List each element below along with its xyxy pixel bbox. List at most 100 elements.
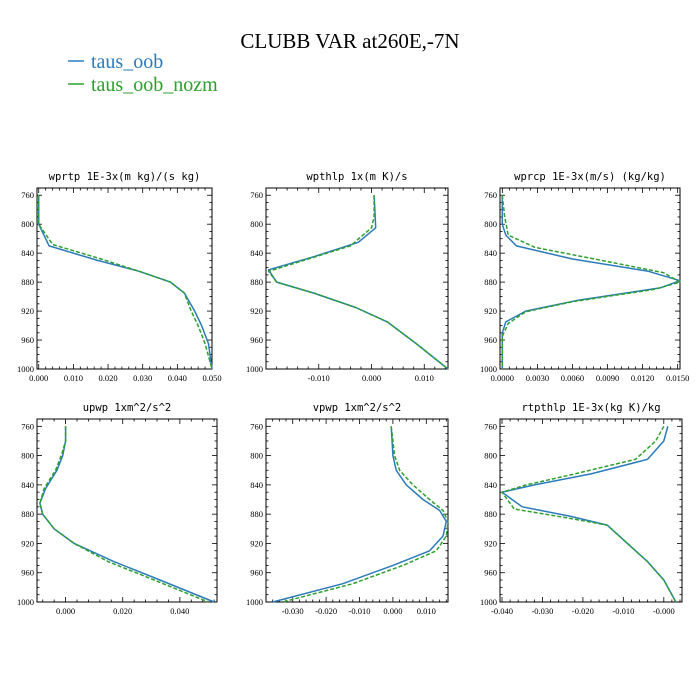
y-tick-label: 920	[484, 538, 497, 548]
plot-frame	[265, 187, 449, 370]
y-tick-label: 760	[484, 190, 497, 200]
y-tick-label: 960	[21, 335, 34, 345]
x-tick-label: 0.050	[202, 373, 221, 383]
subplot-3: wprcp 1E-3x(m/s) (kg/kg) 760 800 840 880 920 9…	[480, 171, 689, 383]
y-tick-label: 880	[484, 509, 497, 519]
subplot-2: wpthlp 1x(m K)/s 760 800 840 880 920 960 1000 -0…	[246, 171, 449, 383]
subplot-title: vpwp 1xm^2/s^2	[313, 402, 402, 414]
x-tick-label: 0.010	[417, 606, 436, 616]
y-tick-label: 960	[250, 335, 263, 345]
y-tick-label: 840	[250, 248, 263, 258]
subplot-title: wprcp 1E-3x(m/s) (kg/kg)	[514, 171, 666, 183]
subplot-panels: wprtp 1E-3x(m kg)/(s kg) 760 800 840 880 920 9…	[17, 171, 689, 616]
x-tick-label: 0.010	[415, 373, 434, 383]
x-tick-label: 0.020	[98, 373, 117, 383]
y-tick-label: 1000	[246, 364, 263, 374]
series-line-taus-oob-nozm	[282, 426, 449, 603]
subplot-title: rtpthlp 1E-3x(kg K)/kg	[521, 402, 660, 414]
x-tick-label: 0.0150	[666, 373, 689, 383]
x-tick-label: -0.010	[612, 606, 634, 616]
y-tick-label: 800	[21, 451, 34, 461]
x-tick-label: 0.000	[56, 606, 75, 616]
figure-title: CLUBB VAR at260E,-7N	[240, 29, 459, 53]
y-tick-label: 920	[21, 306, 34, 316]
x-tick-label: 0.040	[170, 606, 189, 616]
legend-label-taus-oob-nozm: taus_oob_nozm	[91, 74, 218, 96]
x-tick-label: -0.030	[282, 606, 304, 616]
y-tick-label: 800	[250, 451, 263, 461]
y-tick-label: 760	[21, 190, 34, 200]
y-tick-label: 800	[250, 219, 263, 229]
series-line-taus-oob	[267, 195, 449, 370]
y-tick-label: 760	[250, 421, 263, 431]
plot-frame	[265, 418, 449, 603]
series-line-taus-oob	[37, 195, 213, 370]
x-tick-label: 0.000	[383, 606, 402, 616]
subplot-1: wprtp 1E-3x(m kg)/(s kg) 760 800 840 880 920 9…	[17, 171, 222, 383]
plot-frame	[499, 187, 681, 370]
y-tick-label: 920	[250, 538, 263, 548]
plot-frame	[499, 418, 683, 603]
series-line-taus-oob	[272, 426, 448, 603]
series-line-taus-oob	[501, 195, 681, 369]
series-line-taus-oob-nozm	[37, 195, 213, 370]
figure-legend: taus_oob taus_oob_nozm	[68, 51, 218, 96]
y-tick-label: 960	[21, 568, 34, 578]
y-tick-label: 1000	[246, 597, 263, 607]
x-tick-label: -0.020	[572, 606, 594, 616]
series-line-taus-oob-nozm	[267, 195, 449, 370]
y-tick-label: 960	[484, 568, 497, 578]
x-tick-label: 0.040	[168, 373, 187, 383]
y-tick-label: 920	[484, 306, 497, 316]
y-tick-label: 800	[484, 219, 497, 229]
y-tick-label: 760	[250, 190, 263, 200]
y-tick-label: 1000	[17, 364, 34, 374]
y-tick-label: 880	[21, 277, 34, 287]
y-tick-label: 840	[21, 248, 34, 258]
y-tick-label: 840	[21, 480, 34, 490]
subplot-title: upwp 1xm^2/s^2	[83, 402, 172, 414]
x-tick-label: 0.000	[29, 373, 48, 383]
x-tick-label: 0.000	[362, 373, 381, 383]
x-tick-label: -0.010	[349, 606, 371, 616]
x-tick-label: 0.010	[64, 373, 83, 383]
y-tick-label: 880	[21, 509, 34, 519]
x-tick-label: 0.0030	[526, 373, 549, 383]
y-tick-label: 920	[250, 306, 263, 316]
x-tick-label: 0.020	[113, 606, 132, 616]
y-tick-label: 760	[21, 421, 34, 431]
plot-frame	[36, 187, 213, 370]
y-tick-label: 800	[484, 451, 497, 461]
x-tick-label: 0.030	[133, 373, 152, 383]
subplot-6: rtpthlp 1E-3x(kg K)/kg 760 800 840 880 920 960…	[480, 402, 683, 616]
x-tick-label: -0.030	[531, 606, 553, 616]
y-tick-label: 960	[250, 568, 263, 578]
series-line-taus-oob-nozm	[39, 426, 209, 603]
x-tick-label: 0.0060	[561, 373, 584, 383]
subplot-4: upwp 1xm^2/s^2 760 800 840 880 920 960 1000 0.00…	[17, 402, 218, 616]
x-tick-label: -0.000	[653, 606, 675, 616]
x-tick-label: 0.0090	[596, 373, 619, 383]
y-tick-label: 880	[250, 509, 263, 519]
x-tick-label: 0.0000	[491, 373, 514, 383]
x-tick-label: -0.010	[308, 373, 330, 383]
series-line-taus-oob	[501, 426, 677, 603]
series-line-taus-oob-nozm	[501, 195, 681, 369]
x-tick-label: -0.020	[315, 606, 337, 616]
legend-label-taus-oob: taus_oob	[91, 51, 163, 73]
subplot-title: wprtp 1E-3x(m kg)/(s kg)	[49, 171, 201, 183]
y-tick-label: 880	[250, 277, 263, 287]
y-tick-label: 1000	[480, 597, 497, 607]
y-tick-label: 880	[484, 277, 497, 287]
subplot-5: vpwp 1xm^2/s^2 760 800 840 880 920 960 1000 -0.0…	[246, 402, 449, 616]
y-tick-label: 1000	[480, 364, 497, 374]
y-tick-label: 800	[21, 219, 34, 229]
series-line-taus-oob	[39, 426, 215, 603]
y-tick-label: 760	[484, 421, 497, 431]
subplot-title: wpthlp 1x(m K)/s	[306, 171, 407, 183]
y-tick-label: 840	[484, 248, 497, 258]
series-line-taus-oob-nozm	[501, 425, 677, 603]
x-tick-label: -0.040	[491, 606, 513, 616]
y-tick-label: 920	[21, 538, 34, 548]
